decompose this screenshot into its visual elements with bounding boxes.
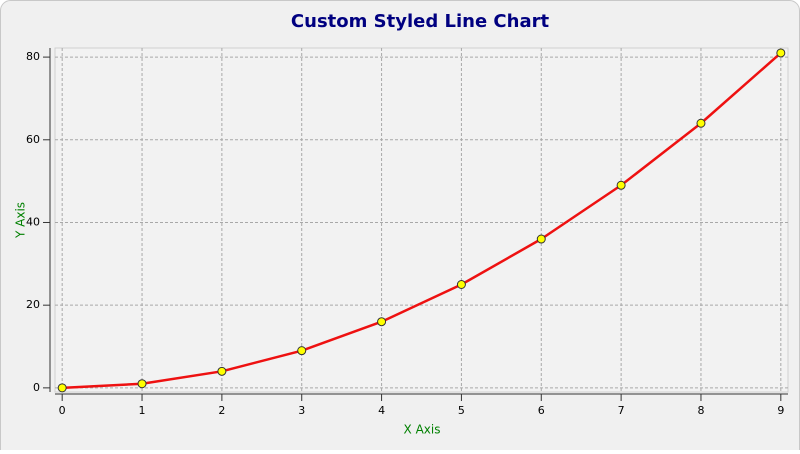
data-point	[217, 366, 227, 376]
data-point	[297, 346, 307, 356]
data-point	[616, 180, 626, 190]
x-tick-label: 8	[697, 404, 704, 417]
x-tick-label: 2	[218, 404, 225, 417]
x-tick-label: 9	[777, 404, 784, 417]
data-point	[776, 48, 786, 58]
x-tick-label: 5	[458, 404, 465, 417]
plot-canvas	[54, 47, 789, 393]
y-tick-label: 20	[26, 298, 40, 311]
data-line	[62, 52, 782, 390]
data-point	[137, 379, 147, 389]
x-tick-label: 7	[618, 404, 625, 417]
y-axis-label: Y Axis	[14, 202, 28, 239]
x-tick-label: 6	[538, 404, 545, 417]
x-tick-label: 0	[59, 404, 66, 417]
data-point	[536, 234, 546, 244]
x-tick-label: 3	[298, 404, 305, 417]
y-tick-label: 40	[26, 215, 40, 228]
data-point	[377, 317, 387, 327]
chart-title: Custom Styled Line Chart	[291, 11, 550, 32]
y-tick-label: 60	[26, 133, 40, 146]
y-tick-label: 0	[33, 381, 40, 394]
y-tick-label: 80	[26, 50, 40, 63]
x-tick-label: 1	[139, 404, 146, 417]
x-tick-label: 4	[378, 404, 385, 417]
x-axis-label: X Axis	[404, 423, 441, 437]
data-point	[696, 118, 706, 128]
data-point	[456, 280, 466, 289]
data-point	[57, 383, 67, 393]
